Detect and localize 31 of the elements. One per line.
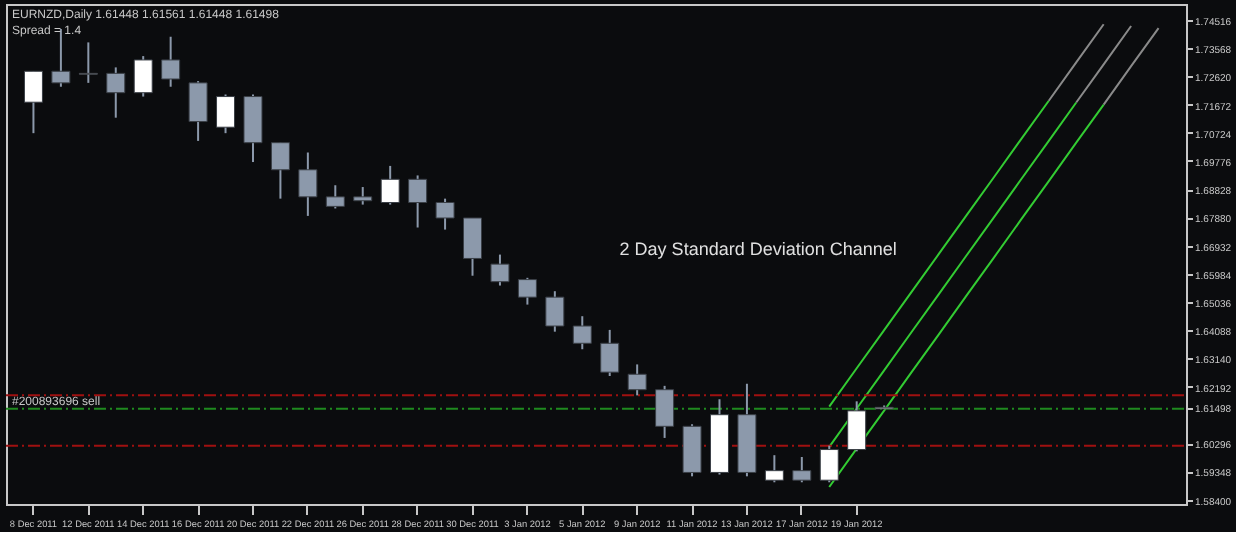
candlestick	[298, 151, 318, 217]
candlestick	[243, 93, 263, 164]
candlestick	[216, 93, 236, 135]
candlestick	[161, 35, 181, 88]
candlestick	[517, 276, 537, 306]
line-series	[828, 101, 1078, 448]
candlestick	[847, 400, 867, 453]
candlestick	[106, 66, 126, 119]
candlestick	[270, 141, 290, 200]
line-series	[828, 103, 1105, 489]
candlestick	[764, 454, 784, 484]
candlestick	[655, 384, 675, 439]
candlestick	[188, 80, 208, 142]
candlestick	[572, 315, 592, 351]
candlestick	[463, 216, 483, 277]
candlestick	[325, 184, 345, 210]
candlestick	[23, 70, 43, 135]
annotation: 2 Day Standard Deviation Channel	[619, 239, 897, 259]
candlestick	[78, 41, 98, 84]
candlestick	[627, 363, 647, 397]
candlestick	[819, 444, 839, 484]
candlestick	[435, 197, 455, 231]
candlestick	[792, 455, 812, 484]
candlestick	[133, 55, 153, 98]
candlestick	[682, 423, 702, 478]
candlestick	[490, 253, 510, 287]
candlestick	[600, 328, 620, 378]
candlestick	[408, 174, 428, 229]
candlestick	[380, 164, 400, 206]
candlestick	[545, 290, 565, 333]
line-series	[828, 99, 1050, 408]
